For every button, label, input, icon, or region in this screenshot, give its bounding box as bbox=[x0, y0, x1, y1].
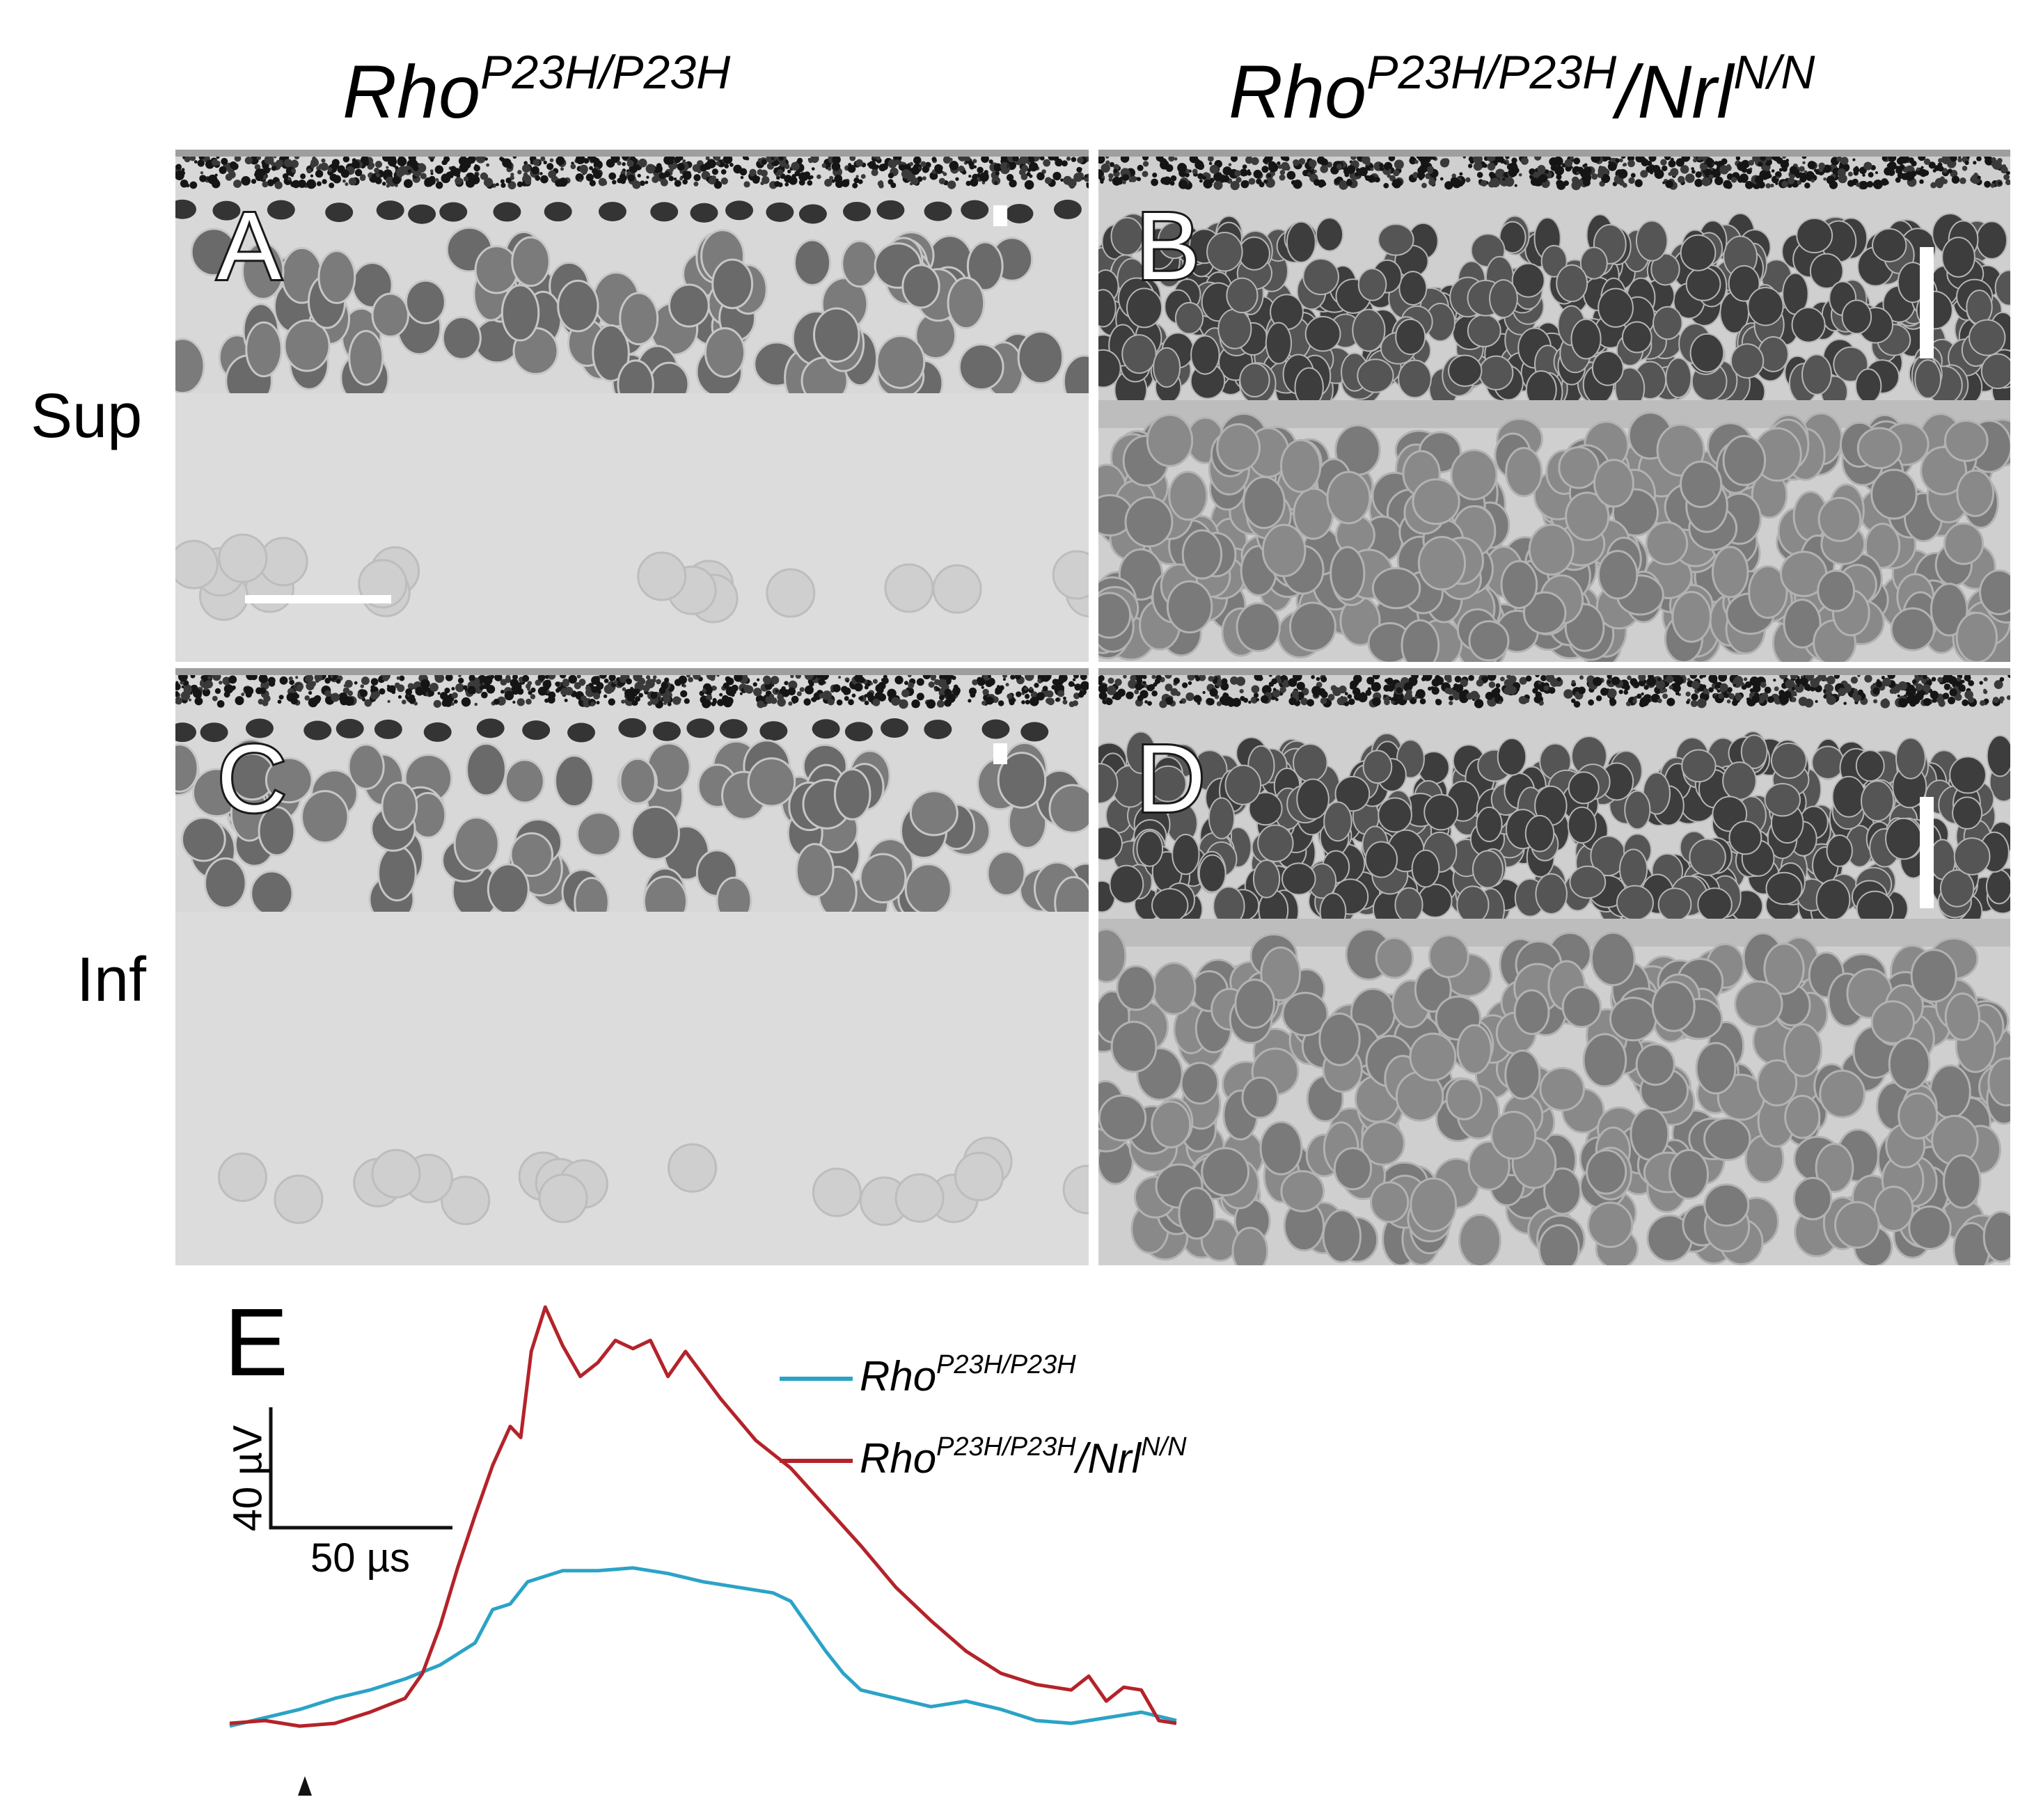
erg-chart bbox=[229, 1305, 1177, 1796]
legend-swatch-rho bbox=[780, 1377, 853, 1381]
micrograph-b-image bbox=[1098, 150, 2010, 662]
scale-bar-a bbox=[245, 595, 391, 603]
legend-label-rho: RhoP23H/P23H bbox=[860, 1350, 1076, 1400]
amplitude-time-scale-bar bbox=[269, 1407, 452, 1530]
onl-thickness-bar-a bbox=[993, 205, 1007, 226]
column-header-right: RhoP23H/P23H/NrlN/N bbox=[1229, 46, 1815, 134]
scale-x-label: 50 µs bbox=[310, 1535, 411, 1581]
panel-label-a: A bbox=[215, 193, 283, 300]
stimulus-onset-arrowhead bbox=[298, 1776, 312, 1796]
panel-label-d: D bbox=[1134, 725, 1208, 832]
scale-y-label: 40 µV bbox=[225, 1425, 271, 1532]
legend-label-nrl: RhoP23H/P23H/NrlN/N bbox=[860, 1432, 1187, 1482]
legend-swatch-nrl bbox=[780, 1459, 853, 1463]
erg-trace-rho-nrl bbox=[229, 1305, 1177, 1728]
column-header-left: RhoP23H/P23H bbox=[342, 46, 731, 134]
row-label-superior: Sup bbox=[31, 381, 143, 451]
micrograph-c-image bbox=[175, 668, 1089, 1265]
panel-label-e: E bbox=[224, 1289, 289, 1396]
onl-thickness-bar-b bbox=[1920, 247, 1934, 358]
erg-trace-rho bbox=[229, 1566, 1177, 1728]
row-label-inferior: Inf bbox=[77, 945, 147, 1015]
micrograph-panel-b: B bbox=[1098, 150, 2010, 662]
micrograph-a-image bbox=[175, 150, 1089, 662]
micrograph-panel-d: D bbox=[1098, 668, 2010, 1265]
onl-thickness-bar-d bbox=[1920, 797, 1934, 908]
panel-label-c: C bbox=[215, 725, 289, 832]
panel-label-b: B bbox=[1134, 193, 1202, 300]
micrograph-panel-a: A bbox=[175, 150, 1089, 662]
onl-thickness-bar-c bbox=[993, 743, 1007, 764]
micrograph-panel-c: C bbox=[175, 668, 1089, 1265]
micrograph-d-image bbox=[1098, 668, 2010, 1265]
